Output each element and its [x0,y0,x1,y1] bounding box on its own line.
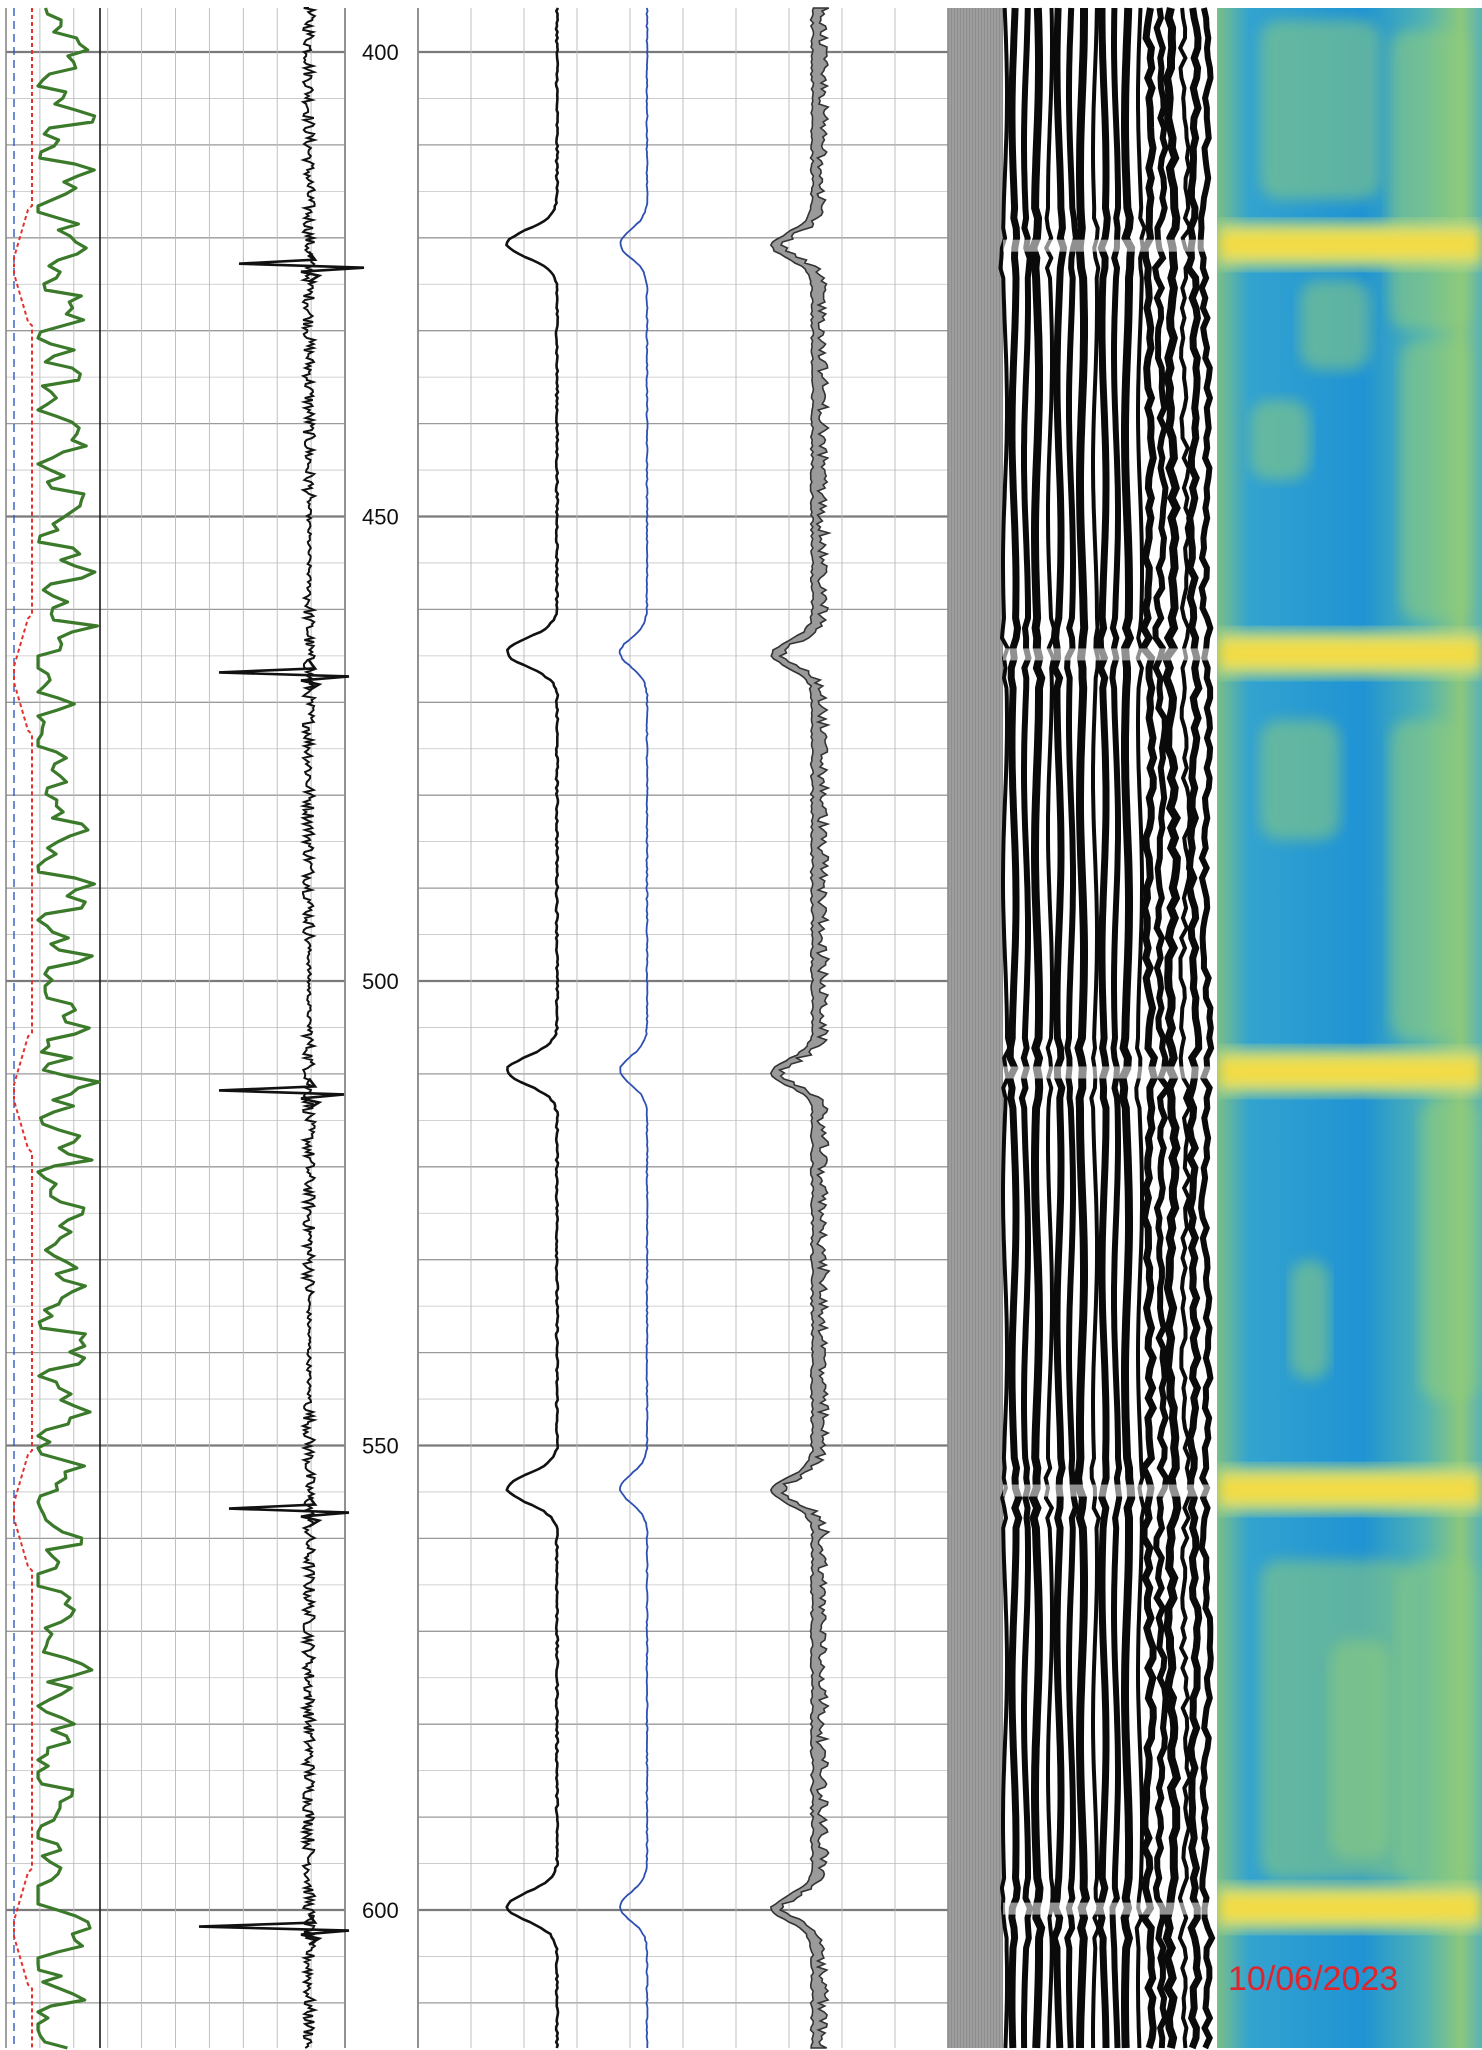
ccl-collar-kick [238,250,365,283]
vdl-stripe [1074,8,1091,2049]
vdl-stripe [1095,8,1111,2049]
date-stamp: 10/06/2023 [1228,1960,1398,1998]
vdl-stripe [1197,7,1216,2050]
ccl-collar-kick [198,1913,350,1946]
ccl-collar-kick [228,1495,350,1528]
collar-step-curve [13,8,33,2048]
depth-tick-label: 550 [362,1434,399,1459]
amplitude-curve [505,7,560,2049]
cement-map-collar-band [1217,630,1482,677]
vdl-stripe [1109,7,1123,2049]
track-3-amplitude [505,7,832,2049]
ccl-collar-kick [218,1077,345,1110]
depth-tick-label: 600 [362,1898,399,1923]
track-2-ccl [198,7,365,2049]
vdl-stripe [998,7,1012,2049]
cement-map-patch [1260,720,1340,840]
cement-map-patch [1390,720,1460,1040]
cement-map-collar-band [1217,1466,1482,1513]
depth-tick-label: 450 [362,505,399,530]
gamma-curve [36,7,101,2050]
vdl-stripe [1018,7,1034,2049]
cement-map-patch [1330,1640,1390,1860]
amplitude-curve-3 [769,7,832,2049]
vdl-collar-band [1003,1066,1217,1079]
cement-map-collar-band [1217,1048,1482,1095]
cement-map-patch [1420,1100,1480,1400]
vdl-stripe [1177,7,1194,2049]
ccl-collar-kick [218,659,350,692]
cement-map-patch [1400,1560,1480,1890]
amplitude-curve-2 [618,7,649,2048]
ccl-curve [299,7,319,2049]
cement-map-patch [1290,1260,1330,1380]
vdl-stripe [1089,7,1102,2049]
vdl-early-arrivals [948,8,1003,2048]
vdl-stripe [1043,7,1056,2049]
vdl-collar-band [1003,1484,1217,1497]
vdl-stripe [1050,7,1068,2049]
track-1-gamma [13,7,101,2050]
cement-map-patch [1390,30,1470,330]
track-4-vdl [948,7,1217,2050]
cement-map-patch [1300,280,1370,370]
depth-track: 400 450 500 550 600 [362,40,399,1923]
depth-tick-label: 500 [362,969,399,994]
vdl-collar-band [1003,648,1217,661]
cement-map-patch [1250,400,1310,480]
vdl-collar-band [1003,239,1217,252]
vdl-stripe [1006,7,1023,2049]
depth-tick-label: 400 [362,40,399,65]
track-1-2-grid [5,8,346,2048]
cement-map-patch [1260,20,1380,200]
vdl-collar-band [1003,1902,1217,1915]
cement-map-patch [1400,340,1470,620]
vdl-stripe [1138,7,1159,2050]
vdl-stripe [1118,7,1136,2049]
vdl-stripe [1028,7,1046,2049]
vdl-stripe [1184,7,1203,2050]
track-3-grid [417,8,949,2048]
vdl-stripe [1161,7,1182,2049]
cement-map-collar-band [1217,221,1482,268]
vdl-stripe [1064,7,1079,2049]
track-grids [5,8,949,2048]
vdl-stripe [1151,7,1172,2049]
track-5-cement-map [1217,8,1482,2048]
vdl-stripe [1134,7,1147,2049]
cement-map-collar-band [1217,1884,1482,1931]
